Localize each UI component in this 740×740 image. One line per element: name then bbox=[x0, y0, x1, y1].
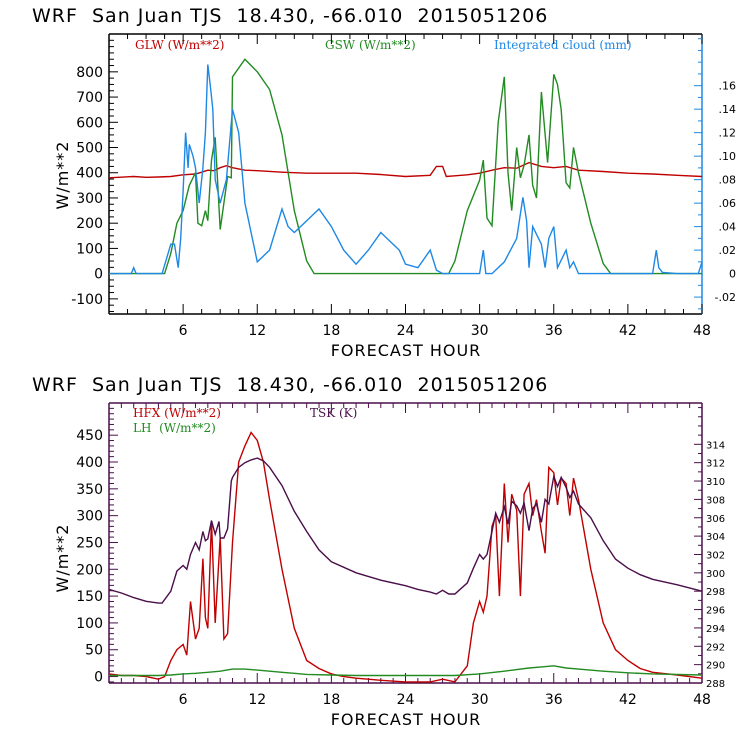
x-tick-label: 6 bbox=[179, 323, 188, 339]
series-line-glw bbox=[108, 161, 703, 179]
y2-tick-label: 306 bbox=[706, 514, 725, 525]
y2-tick-label: 288 bbox=[706, 679, 725, 690]
y-tick-label: 800 bbox=[76, 65, 103, 81]
y2-tick-label: 0 bbox=[729, 268, 736, 281]
x-axis-label: FORECAST HOUR bbox=[331, 710, 482, 729]
legend-tsk: TSK (K) bbox=[310, 406, 357, 420]
y2-tick-label: 310 bbox=[706, 477, 725, 488]
panel-title: WRF San Juan TJS 18.430, -66.010 2015051… bbox=[32, 374, 548, 396]
y2-tick-label: .12 bbox=[719, 127, 737, 140]
y2-tick-label: .04 bbox=[719, 221, 737, 234]
y2-tick-label: 314 bbox=[706, 440, 725, 451]
y2-tick-label: 296 bbox=[706, 606, 725, 617]
y-axis-label: W/m**2 bbox=[53, 141, 72, 210]
series-line-integrated bbox=[109, 64, 703, 275]
y-tick-label: 200 bbox=[76, 216, 103, 232]
x-tick-label: 48 bbox=[693, 323, 711, 339]
y-tick-label: -100 bbox=[71, 292, 103, 308]
x-tick-label: 36 bbox=[545, 692, 563, 708]
y-tick-label: 50 bbox=[85, 643, 103, 659]
x-tick-label: 42 bbox=[619, 323, 637, 339]
x-tick-label: 24 bbox=[397, 692, 415, 708]
y2-tick-label: 292 bbox=[706, 642, 725, 653]
y2-tick-label: -.02 bbox=[715, 291, 736, 304]
x-tick-label: 12 bbox=[248, 323, 266, 339]
legend-glw: GLW (W/m**2) bbox=[135, 38, 224, 52]
y-tick-label: 100 bbox=[76, 616, 103, 632]
panel-radiation-cloud: WRF San Juan TJS 18.430, -66.010 2015051… bbox=[32, 5, 736, 360]
x-tick-label: 42 bbox=[619, 692, 637, 708]
y2-tick-label: 290 bbox=[706, 661, 725, 672]
x-tick-label: 36 bbox=[545, 323, 563, 339]
y2-tick-label: 308 bbox=[706, 495, 725, 506]
y-tick-label: 0 bbox=[94, 267, 103, 283]
x-axis-label: FORECAST HOUR bbox=[331, 341, 482, 360]
y-tick-label: 700 bbox=[76, 90, 103, 106]
x-tick-label: 30 bbox=[471, 692, 489, 708]
y-tick-label: 300 bbox=[76, 509, 103, 525]
x-tick-label: 48 bbox=[693, 692, 711, 708]
x-tick-label: 24 bbox=[397, 323, 415, 339]
y-tick-label: 450 bbox=[76, 428, 103, 444]
x-tick-label: 30 bbox=[471, 323, 489, 339]
y-tick-label: 500 bbox=[76, 141, 103, 157]
panel-title: WRF San Juan TJS 18.430, -66.010 2015051… bbox=[32, 5, 548, 27]
y2-tick-label: 300 bbox=[706, 569, 725, 580]
y2-tick-label: 312 bbox=[706, 459, 725, 470]
legend-hfx: HFX (W/m**2) bbox=[133, 406, 221, 420]
x-tick-label: 18 bbox=[322, 323, 340, 339]
y2-tick-label: .08 bbox=[719, 174, 737, 187]
y2-tick-label: 304 bbox=[706, 532, 725, 543]
y-axis-label: W/m**2 bbox=[53, 524, 72, 593]
y2-tick-label: .14 bbox=[719, 103, 737, 116]
y2-tick-label: .02 bbox=[719, 244, 737, 257]
y2-tick-label: .16 bbox=[719, 80, 737, 93]
x-tick-label: 6 bbox=[179, 692, 188, 708]
y-tick-label: 350 bbox=[76, 482, 103, 498]
y-tick-label: 300 bbox=[76, 191, 103, 207]
y-tick-label: 0 bbox=[94, 670, 103, 686]
y2-tick-label: 294 bbox=[706, 624, 725, 635]
legend-gsw: GSW (W/m**2) bbox=[325, 38, 416, 52]
series-line-lh bbox=[109, 665, 703, 677]
x-tick-label: 18 bbox=[322, 692, 340, 708]
y2-tick-label: .06 bbox=[719, 197, 737, 210]
legend-lh: LH (W/m**2) bbox=[133, 421, 216, 435]
y2-tick-label: 298 bbox=[706, 587, 725, 598]
panel-heat-flux-tsk: WRF San Juan TJS 18.430, -66.010 2015051… bbox=[32, 374, 725, 729]
series-line-tsk bbox=[108, 457, 703, 604]
y-tick-label: 400 bbox=[76, 455, 103, 471]
x-tick-label: 12 bbox=[248, 692, 266, 708]
y-tick-label: 150 bbox=[76, 589, 103, 605]
series-line-gsw bbox=[109, 58, 702, 275]
y2-tick-label: 302 bbox=[706, 550, 725, 561]
y-tick-label: 400 bbox=[76, 166, 103, 182]
y2-tick-label: .10 bbox=[719, 150, 737, 163]
y-tick-label: 200 bbox=[76, 562, 103, 578]
series-line-hfx bbox=[108, 431, 703, 683]
y-tick-label: 250 bbox=[76, 535, 103, 551]
y-tick-label: 100 bbox=[76, 241, 103, 257]
legend-cloud: Integrated cloud (mm) bbox=[494, 38, 632, 52]
y-tick-label: 600 bbox=[76, 115, 103, 131]
